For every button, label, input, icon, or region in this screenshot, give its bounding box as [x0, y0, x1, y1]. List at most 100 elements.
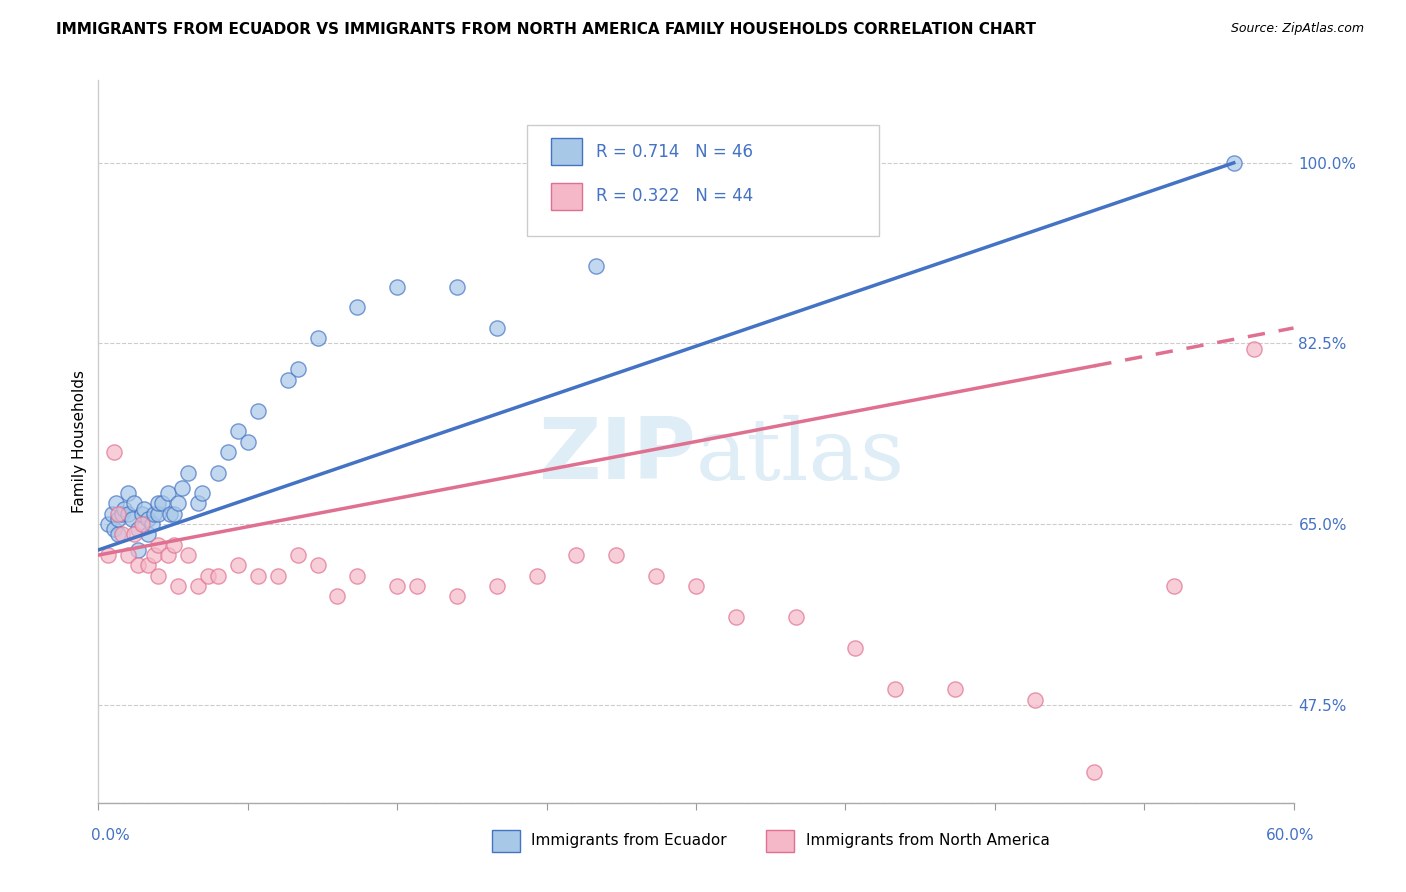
Point [267, 568, 290, 582]
Point [148, 496, 170, 510]
Point [207, 568, 229, 582]
Point [107, 507, 129, 521]
Point [326, 590, 349, 604]
Point [105, 496, 128, 510]
Point [159, 507, 181, 521]
Point [246, 403, 269, 417]
Point [346, 301, 368, 315]
Point [103, 522, 125, 536]
Point [385, 579, 409, 593]
Point [246, 568, 269, 582]
Point [97, 517, 120, 532]
Point [148, 507, 170, 521]
Y-axis label: Family Households: Family Households [72, 370, 87, 513]
Point [136, 512, 159, 526]
Point [117, 548, 139, 562]
Point [131, 507, 153, 521]
Point [187, 496, 209, 510]
Text: IMMIGRANTS FROM ECUADOR VS IMMIGRANTS FROM NORTH AMERICA FAMILY HOUSEHOLDS CORRE: IMMIGRANTS FROM ECUADOR VS IMMIGRANTS FR… [56, 22, 1036, 37]
Point [645, 568, 668, 582]
Point [217, 445, 239, 459]
Point [1243, 342, 1265, 356]
Point [134, 501, 156, 516]
Point [485, 579, 508, 593]
Point [943, 682, 966, 697]
Point [236, 434, 259, 449]
Point [1024, 692, 1046, 706]
Point [1083, 764, 1105, 779]
Point [207, 466, 229, 480]
Point [605, 548, 627, 562]
Point [136, 558, 159, 573]
Point [565, 548, 588, 562]
Point [187, 579, 209, 593]
Point [346, 568, 368, 582]
Point [143, 507, 166, 521]
Point [127, 558, 149, 573]
Point [724, 610, 747, 624]
Point [446, 590, 468, 604]
Point [107, 527, 129, 541]
Point [307, 331, 329, 345]
Point [111, 527, 134, 541]
Text: R = 0.322   N = 44: R = 0.322 N = 44 [596, 187, 754, 205]
Point [177, 466, 200, 480]
Point [1223, 156, 1246, 170]
Point [446, 279, 468, 293]
Point [226, 424, 249, 438]
Point [172, 481, 194, 495]
Point [526, 568, 548, 582]
Point [97, 548, 120, 562]
Point [150, 496, 173, 510]
Point [406, 579, 429, 593]
Point [124, 527, 146, 541]
Point [167, 496, 190, 510]
Point [157, 486, 180, 500]
Point [141, 517, 163, 532]
Point [127, 522, 149, 536]
Point [131, 517, 153, 532]
Point [117, 486, 139, 500]
Point [101, 507, 124, 521]
Point [685, 579, 707, 593]
Point [197, 568, 219, 582]
Point [163, 507, 186, 521]
Point [107, 512, 129, 526]
Point [148, 568, 170, 582]
Text: R = 0.714   N = 46: R = 0.714 N = 46 [596, 143, 754, 161]
Text: ZIP: ZIP [538, 415, 696, 498]
Text: 0.0%: 0.0% [91, 828, 131, 843]
Point [117, 507, 139, 521]
Text: atlas: atlas [696, 415, 905, 498]
Point [1163, 579, 1185, 593]
Point [277, 373, 299, 387]
Text: 60.0%: 60.0% [1267, 828, 1315, 843]
Point [111, 507, 134, 521]
Text: Immigrants from North America: Immigrants from North America [806, 833, 1049, 848]
Text: Immigrants from Ecuador: Immigrants from Ecuador [531, 833, 727, 848]
Point [585, 259, 607, 273]
Point [136, 527, 159, 541]
Point [884, 682, 907, 697]
Point [124, 496, 146, 510]
Point [385, 279, 409, 293]
Point [191, 486, 214, 500]
Text: Source: ZipAtlas.com: Source: ZipAtlas.com [1230, 22, 1364, 36]
Point [287, 362, 309, 376]
Point [143, 548, 166, 562]
Point [287, 548, 309, 562]
Point [307, 558, 329, 573]
Point [163, 538, 186, 552]
Point [167, 579, 190, 593]
Point [121, 512, 143, 526]
Point [112, 501, 135, 516]
Point [226, 558, 249, 573]
Point [103, 445, 125, 459]
Point [148, 538, 170, 552]
Point [127, 542, 149, 557]
Point [485, 321, 508, 335]
Point [844, 640, 866, 655]
Point [785, 197, 807, 211]
Point [785, 610, 807, 624]
Point [177, 548, 200, 562]
